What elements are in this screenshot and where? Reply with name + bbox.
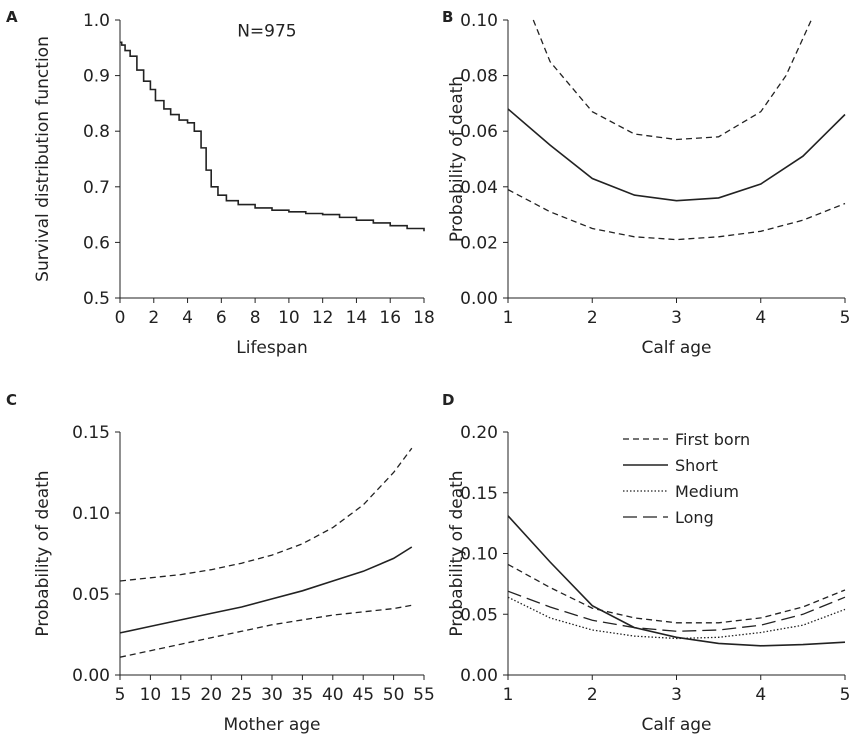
- y-tick-label: 0.00: [460, 666, 498, 686]
- x-tick-label: 50: [383, 685, 405, 705]
- y-tick-label: 0.08: [460, 67, 498, 87]
- x-axis-title: Mother age: [223, 715, 320, 735]
- y-tick-label: 0.8: [83, 122, 110, 142]
- series-line-dashed-2: [508, 189, 846, 241]
- series-line-medium: [508, 596, 846, 640]
- legend-label: Short: [675, 456, 718, 475]
- x-tick-label: 20: [200, 685, 222, 705]
- x-tick-label: 12: [312, 308, 334, 328]
- x-tick-label: 16: [379, 308, 401, 328]
- series-line-dashed-2: [120, 604, 412, 658]
- legend-label: First born: [675, 430, 750, 449]
- panel-letter: B: [442, 8, 453, 26]
- y-tick-label: 0.15: [72, 423, 110, 443]
- x-tick-label: 14: [346, 308, 368, 328]
- x-tick-label: 40: [322, 685, 344, 705]
- series-line-solid-0: [120, 41, 425, 232]
- y-tick-label: 1.0: [83, 11, 110, 31]
- panel-b: B 0.00 0.02 0.04 0.06 0.08 0.10 1 2 3 4 5 Calf age Pr…: [442, 8, 850, 358]
- x-tick-label: 6: [216, 308, 227, 328]
- x-tick-label: 8: [250, 308, 261, 328]
- y-tick-label: 0.04: [460, 178, 498, 198]
- x-tick-label: 3: [671, 308, 682, 328]
- legend-label: Long: [675, 508, 714, 527]
- panel-d: D 0.00 0.05 0.10 0.15 0.20 1 2 3 4 5 Calf age Probab…: [442, 391, 850, 735]
- y-tick-label: 0.10: [460, 11, 498, 31]
- x-axis-title: Calf age: [641, 338, 711, 358]
- x-tick-label: 4: [182, 308, 193, 328]
- y-tick-label: 0.00: [72, 666, 110, 686]
- y-tick-label: 0.00: [460, 289, 498, 309]
- x-tick-label: 2: [587, 308, 598, 328]
- series-line-solid-1: [508, 108, 846, 202]
- panel-a: A 0.5 0.6 0.7 0.8 0.9 1.0 0 2 4 6 8 10 12 14 16 18 Lifesp…: [6, 8, 435, 358]
- y-tick-label: 0.6: [83, 233, 110, 253]
- series-line-first-born: [508, 563, 846, 624]
- y-axis-title: Probability of death: [33, 470, 53, 636]
- y-axis-title: Probability of death: [447, 76, 467, 242]
- x-tick-label: 4: [755, 685, 766, 705]
- x-axis-title: Lifespan: [236, 338, 307, 358]
- x-tick-label: 30: [261, 685, 283, 705]
- panel-letter: A: [6, 8, 18, 26]
- y-tick-label: 0.05: [460, 605, 498, 625]
- series-line-long: [508, 590, 846, 632]
- legend-label: Medium: [675, 482, 739, 501]
- x-tick-label: 1: [503, 685, 514, 705]
- sample-size-annotation: N=975: [237, 22, 296, 42]
- x-tick-label: 3: [671, 685, 682, 705]
- x-tick-label: 2: [148, 308, 159, 328]
- x-tick-label: 5: [840, 308, 851, 328]
- y-tick-label: 0.7: [83, 178, 110, 198]
- x-tick-label: 1: [503, 308, 514, 328]
- panel-letter: C: [6, 391, 17, 409]
- series-line-dashed-0: [532, 19, 812, 141]
- x-tick-label: 5: [840, 685, 851, 705]
- x-tick-label: 45: [352, 685, 374, 705]
- x-tick-label: 35: [292, 685, 314, 705]
- x-tick-label: 10: [140, 685, 162, 705]
- y-tick-label: 0.10: [460, 545, 498, 565]
- series-line-short: [508, 515, 846, 647]
- y-tick-label: 0.15: [460, 484, 498, 504]
- x-tick-label: 15: [170, 685, 192, 705]
- panel-c: C 0.00 0.05 0.10 0.15 5 10 15 20 25 30 35 40 45 50 55 Mo…: [6, 391, 435, 735]
- panel-letter: D: [442, 391, 454, 409]
- y-axis-title: Probability of death: [447, 470, 467, 636]
- y-tick-label: 0.06: [460, 122, 498, 142]
- y-tick-label: 0.5: [83, 289, 110, 309]
- series-line-solid-1: [120, 546, 413, 634]
- x-axis-title: Calf age: [641, 715, 711, 735]
- y-tick-label: 0.05: [72, 585, 110, 605]
- x-tick-label: 55: [413, 685, 435, 705]
- x-tick-label: 18: [413, 308, 435, 328]
- x-tick-label: 5: [115, 685, 126, 705]
- x-tick-label: 25: [231, 685, 253, 705]
- x-tick-label: 10: [278, 308, 300, 328]
- x-tick-label: 2: [587, 685, 598, 705]
- x-tick-label: 4: [755, 308, 766, 328]
- series-line-dashed-0: [120, 447, 413, 582]
- x-tick-label: 0: [115, 308, 126, 328]
- y-tick-label: 0.9: [83, 67, 110, 87]
- y-tick-label: 0.10: [72, 504, 110, 524]
- y-tick-label: 0.20: [460, 423, 498, 443]
- legend: First born Short Medium Long: [623, 430, 750, 527]
- y-tick-label: 0.02: [460, 233, 498, 253]
- y-axis-title: Survival distribution function: [33, 36, 53, 282]
